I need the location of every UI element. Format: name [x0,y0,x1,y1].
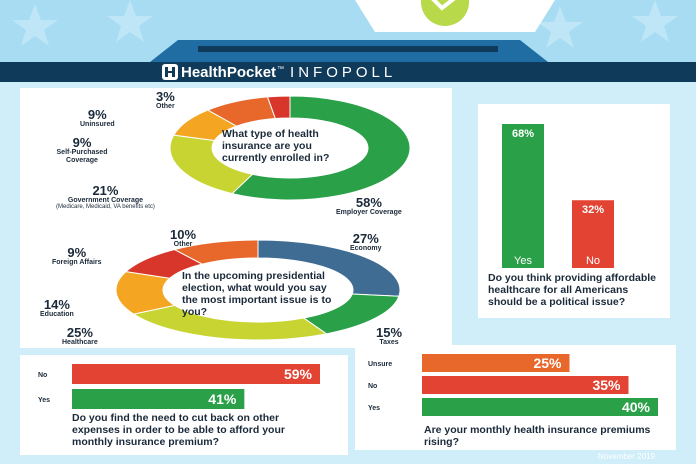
donut2-label-healthcare: 25% Healthcare [62,325,98,346]
star-icon [107,0,153,42]
bar-unsure [422,354,570,372]
sky-header [0,0,696,62]
premiums-question: Are your monthly health insurance premiu… [424,424,651,448]
cut-back-question: Do you find the need to cut back on othe… [72,412,285,448]
donut-slice-economy [257,239,401,297]
star-icon [632,0,678,42]
bar-category-label: Yes [368,405,380,412]
brand-trademark: ™ [277,65,285,73]
brand-h-icon [162,64,178,80]
donut1-label-uninsured: 9% Uninsured [80,107,115,128]
star-icon [12,4,58,46]
donut2-label-taxes: 15% Taxes [376,325,403,346]
donut-slice-other [173,239,259,265]
bar-no [422,376,629,394]
insurance-question: What type of health insurance are you cu… [222,128,330,164]
bar-no [72,364,320,384]
ballot-slot [198,46,498,52]
bar-value-label: 32% [582,204,604,216]
donut1-label-self-purchased: 9% Self-Purchased Coverage [56,135,108,164]
donut2-label-education: 14% Education [40,297,74,318]
bar-value-label: 59% [284,366,313,382]
election-question: In the upcoming presidential election, w… [182,270,332,318]
donut1-label-employer: 58% Employer Coverage [336,195,402,216]
product-name: INFOPOLL [290,63,397,81]
brand-logo: HealthPocket ™ INFOPOLL [162,63,396,81]
bar-category-label: No [586,255,600,267]
bar-value-label: 25% [533,355,562,371]
donut-slice-employer-coverage [231,95,411,201]
bar-category-label: No [38,372,47,379]
bar-value-label: 41% [208,391,237,407]
check-icon [431,0,456,11]
donut2-label-foreign-affairs: 9% Foreign Affairs [52,245,102,266]
bar-value-label: 40% [622,399,651,415]
bar-value-label: 68% [512,128,534,140]
footnote: November 2019 [598,452,655,461]
donut2-label-other: 10% Other [170,227,197,248]
check-badge [421,0,469,26]
bar-category-label: Unsure [368,361,392,368]
bar-yes [502,124,544,268]
donut2-label-economy: 27% Economy [350,231,382,252]
bar-value-label: 35% [592,377,621,393]
bar-category-label: Yes [38,397,50,404]
donut1-label-government: 21% Government Coverage (Medicare, Medic… [56,183,155,210]
bar-category-label: No [368,383,377,390]
donut-slice-other [266,95,291,120]
bar-yes [72,389,245,409]
bar-yes [422,398,658,416]
bar-category-label: Yes [514,255,532,267]
bar-no [572,200,614,268]
donut1-label-other: 3% Other [156,89,175,110]
star-icon [537,6,583,48]
political-issue-question: Do you think providing affordable health… [488,272,656,308]
brand-name: HealthPocket [181,63,277,81]
